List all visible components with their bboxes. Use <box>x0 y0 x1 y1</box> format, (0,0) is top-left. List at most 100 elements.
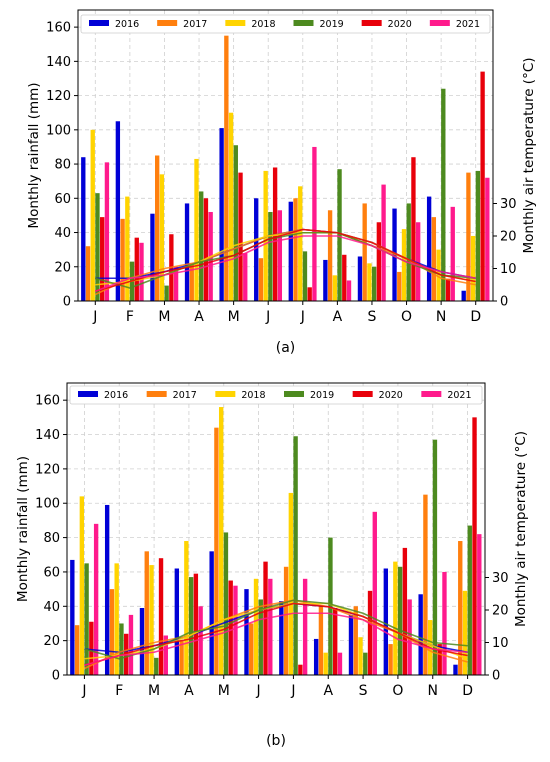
bar-2021-F <box>128 614 134 675</box>
bar-2020-J <box>100 217 105 301</box>
legend-label-2018: 2018 <box>251 19 275 30</box>
bar-2018-J <box>79 496 85 675</box>
legend-label-2016: 2016 <box>104 390 128 401</box>
legend-swatch-2017 <box>146 391 167 397</box>
bar-2020-M <box>158 558 164 675</box>
y-tick-label: 40 <box>43 600 60 615</box>
bar-2017-J <box>293 198 298 301</box>
bar-2016-M <box>150 213 155 301</box>
legend-swatch-2020 <box>361 20 382 26</box>
x-tick-label: D <box>470 309 481 325</box>
bar-2017-A <box>189 263 194 301</box>
x-tick-label: M <box>158 309 170 325</box>
legend-label-2021: 2021 <box>447 390 471 401</box>
bar-2019-M <box>154 657 159 675</box>
bar-2019-A <box>337 169 342 301</box>
y-tick-label: 100 <box>46 123 71 138</box>
x-tick-label: J <box>256 683 261 699</box>
legend-swatch-2019 <box>284 391 304 397</box>
bar-2019-N <box>441 88 446 301</box>
bar-2021-N <box>442 571 447 675</box>
bar-2019-J <box>258 599 263 675</box>
legend-swatch-2016 <box>78 391 98 397</box>
plot-frame <box>66 382 486 676</box>
bar-2020-N <box>445 278 451 301</box>
bar-2016-F <box>115 121 121 301</box>
bar-2020-A <box>203 198 209 301</box>
bar-2018-M <box>218 407 224 675</box>
bar-2020-J <box>89 621 94 675</box>
bar-2019-N <box>432 439 438 675</box>
bar-2021-A <box>337 652 343 675</box>
x-tick-label: J <box>290 683 295 699</box>
bar-2021-M <box>233 585 238 675</box>
bar-2021-S <box>381 184 386 301</box>
legend-label-2019: 2019 <box>320 19 344 30</box>
bar-2017-F <box>120 218 125 301</box>
y-tick-label: 0 <box>63 295 71 310</box>
bar-2021-D <box>477 534 482 675</box>
bar-2020-N <box>437 644 442 675</box>
bar-2020-S <box>376 222 382 301</box>
bar-2017-M <box>224 35 229 301</box>
right-y-tick-label: 0 <box>492 669 500 684</box>
bar-2020-F <box>134 237 139 301</box>
right-y-tick-label: 20 <box>500 230 517 245</box>
bar-2017-A <box>327 210 333 301</box>
right-y-tick-label: 30 <box>500 197 517 212</box>
legend-swatch-2018 <box>225 20 246 26</box>
right-y-tick-label: 10 <box>500 262 517 277</box>
bar-2017-M <box>144 551 149 675</box>
legend-label-2019: 2019 <box>310 390 334 401</box>
bar-2018-A <box>194 158 199 301</box>
bar-2017-N <box>423 494 428 675</box>
bar-2018-S <box>367 263 372 301</box>
bar-2018-D <box>470 235 476 301</box>
temperature-line-2021 <box>84 612 468 667</box>
bar-2017-D <box>458 541 463 675</box>
bar-2017-A <box>179 640 184 675</box>
bar-2016-J <box>288 201 293 301</box>
bar-2020-D <box>472 417 477 675</box>
bar-2020-A <box>333 608 338 675</box>
bar-2019-D <box>467 525 472 675</box>
bar-2021-O <box>415 222 421 301</box>
bar-2018-M <box>228 112 234 302</box>
y-tick-label: 60 <box>54 192 71 207</box>
bar-2018-J <box>298 186 303 301</box>
bar-2016-J <box>81 157 86 301</box>
legend-label-2017: 2017 <box>183 19 207 30</box>
legend-swatch-2017 <box>157 20 178 26</box>
temperature-line-2020 <box>95 228 476 293</box>
bar-2021-S <box>372 511 377 675</box>
bar-2016-M <box>139 608 145 675</box>
y-tick-label: 100 <box>35 497 60 512</box>
bar-2016-D <box>461 290 466 301</box>
bar-2017-S <box>362 203 367 301</box>
x-tick-label: M <box>148 683 160 699</box>
bar-2016-A <box>184 203 190 301</box>
bar-2017-N <box>431 217 437 301</box>
x-tick-label: J <box>265 309 270 325</box>
bar-2018-N <box>436 249 441 301</box>
bar-2016-S <box>348 614 354 675</box>
x-tick-label: D <box>462 683 473 699</box>
bar-2019-D <box>475 170 481 301</box>
x-tick-label: O <box>392 683 403 699</box>
bar-2016-F <box>104 504 110 675</box>
bar-2021-M <box>163 635 168 675</box>
bar-2019-F <box>119 623 124 675</box>
legend-box <box>69 385 483 405</box>
bar-2019-O <box>406 203 411 301</box>
bar-2016-D <box>453 664 458 675</box>
x-tick-label: A <box>333 309 343 325</box>
legend-label-2017: 2017 <box>173 390 197 401</box>
legend-label-2020: 2020 <box>379 390 403 401</box>
y-tick-label: 20 <box>43 634 60 649</box>
y-tick-label: 140 <box>35 428 60 443</box>
bar-2016-J <box>244 589 249 675</box>
x-tick-label: J <box>81 683 86 699</box>
bar-2017-D <box>466 172 471 301</box>
bar-2019-J <box>84 563 89 675</box>
